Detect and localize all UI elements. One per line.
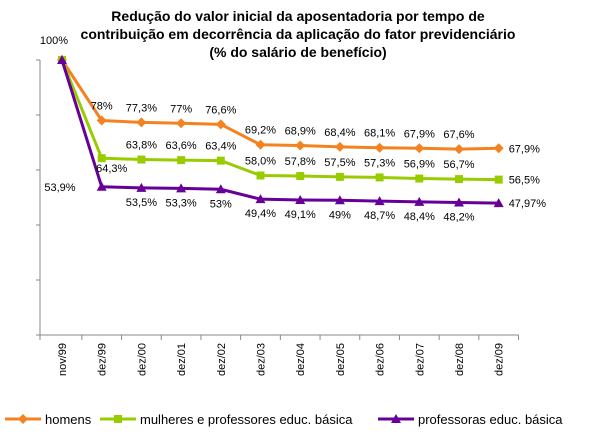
data-label: 67,6% [443, 129, 474, 141]
x-tick-label: nov/99 [57, 343, 69, 376]
data-label: 64,3% [96, 163, 127, 175]
legend-marker [391, 414, 401, 423]
x-tick-label: dez/02 [216, 343, 228, 376]
data-point [454, 197, 464, 207]
data-point [493, 198, 504, 208]
data-point [97, 154, 106, 163]
series-line [60, 59, 499, 151]
data-point [375, 173, 384, 182]
data-label: 67,9% [404, 128, 435, 140]
data-point [255, 194, 266, 204]
data-point [176, 118, 187, 129]
data-label: 48,4% [404, 211, 435, 223]
data-label: 57,3% [364, 157, 395, 169]
x-tick-label: dez/05 [335, 343, 347, 376]
x-tick-label: dez/04 [295, 343, 307, 376]
data-point [455, 175, 463, 184]
x-tick-label: dez/07 [414, 343, 426, 376]
data-label: 53% [210, 198, 232, 210]
data-point [136, 182, 147, 192]
data-label: 57,8% [285, 156, 316, 168]
data-point [215, 119, 226, 130]
data-label: 53,9% [44, 182, 75, 194]
x-tick-label: dez/06 [375, 343, 387, 376]
data-label: 48,7% [364, 210, 395, 222]
data-label: 63,4% [205, 141, 236, 153]
x-tick-label: dez/03 [256, 343, 268, 376]
data-label: 49% [329, 209, 351, 221]
data-point [334, 195, 345, 205]
data-point [96, 181, 107, 191]
legend-label: homens [45, 412, 92, 427]
series-line [60, 59, 499, 205]
data-label: 56,7% [443, 159, 474, 171]
data-point [256, 171, 265, 180]
legend-label: professoras educ. básica [418, 412, 563, 427]
data-label: 53,5% [126, 197, 157, 209]
x-tick-label: dez/01 [176, 343, 188, 376]
data-point [414, 143, 425, 154]
data-label: 68,4% [324, 127, 355, 139]
data-point [334, 141, 345, 152]
x-tick-label: dez/08 [454, 343, 466, 376]
data-point [374, 196, 385, 206]
data-point [215, 184, 226, 194]
data-label: 69,2% [245, 125, 276, 137]
data-label: 68,1% [364, 128, 395, 140]
chart-title-line-1: Redução do valor inicial da aposentadori… [111, 8, 485, 24]
data-label: 67,9% [509, 143, 540, 155]
data-point [296, 172, 305, 181]
data-label: 56,9% [404, 159, 435, 171]
legend-marker [114, 415, 122, 423]
data-point [295, 194, 306, 204]
x-tick-label: dez/09 [494, 343, 506, 376]
data-label: 49,1% [285, 209, 316, 221]
data-point [454, 144, 464, 155]
data-point [255, 139, 266, 150]
data-label: 77% [170, 103, 192, 115]
data-point [335, 172, 344, 181]
data-label: 53,3% [165, 197, 196, 209]
data-label: 100% [40, 35, 68, 47]
data-point [216, 156, 225, 165]
x-tick-label: dez/99 [97, 343, 109, 376]
data-point [414, 196, 425, 206]
data-point [176, 183, 187, 193]
data-label: 49,4% [245, 208, 276, 220]
data-point [136, 117, 147, 128]
data-point [494, 175, 503, 184]
data-label: 47,97% [509, 198, 547, 210]
chart-title-line-3: (% do salário de benefício) [209, 44, 387, 60]
data-label: 76,6% [205, 104, 236, 116]
chart-title-line-2: contribuição em decorrência da aplicação… [80, 26, 516, 42]
legend-label: mulheres e professores educ. básica [140, 412, 353, 427]
data-point [137, 155, 146, 164]
data-point [415, 174, 424, 183]
data-label: 77,3% [126, 102, 157, 114]
data-label: 57,5% [324, 157, 355, 169]
legend-marker [18, 414, 28, 424]
data-point [374, 142, 385, 153]
data-label: 68,9% [285, 126, 316, 138]
data-point [493, 143, 504, 154]
data-point [57, 55, 67, 64]
series-line [60, 59, 499, 182]
data-point [295, 140, 306, 151]
data-label: 78% [91, 101, 113, 113]
data-point [96, 115, 107, 126]
data-label: 48,2% [443, 211, 474, 223]
x-tick-label: dez/00 [136, 343, 148, 376]
data-point [177, 156, 186, 165]
data-label: 58,0% [245, 156, 276, 168]
data-label: 63,8% [126, 140, 157, 152]
data-label: 63,6% [165, 140, 196, 152]
data-label: 56,5% [509, 175, 540, 187]
